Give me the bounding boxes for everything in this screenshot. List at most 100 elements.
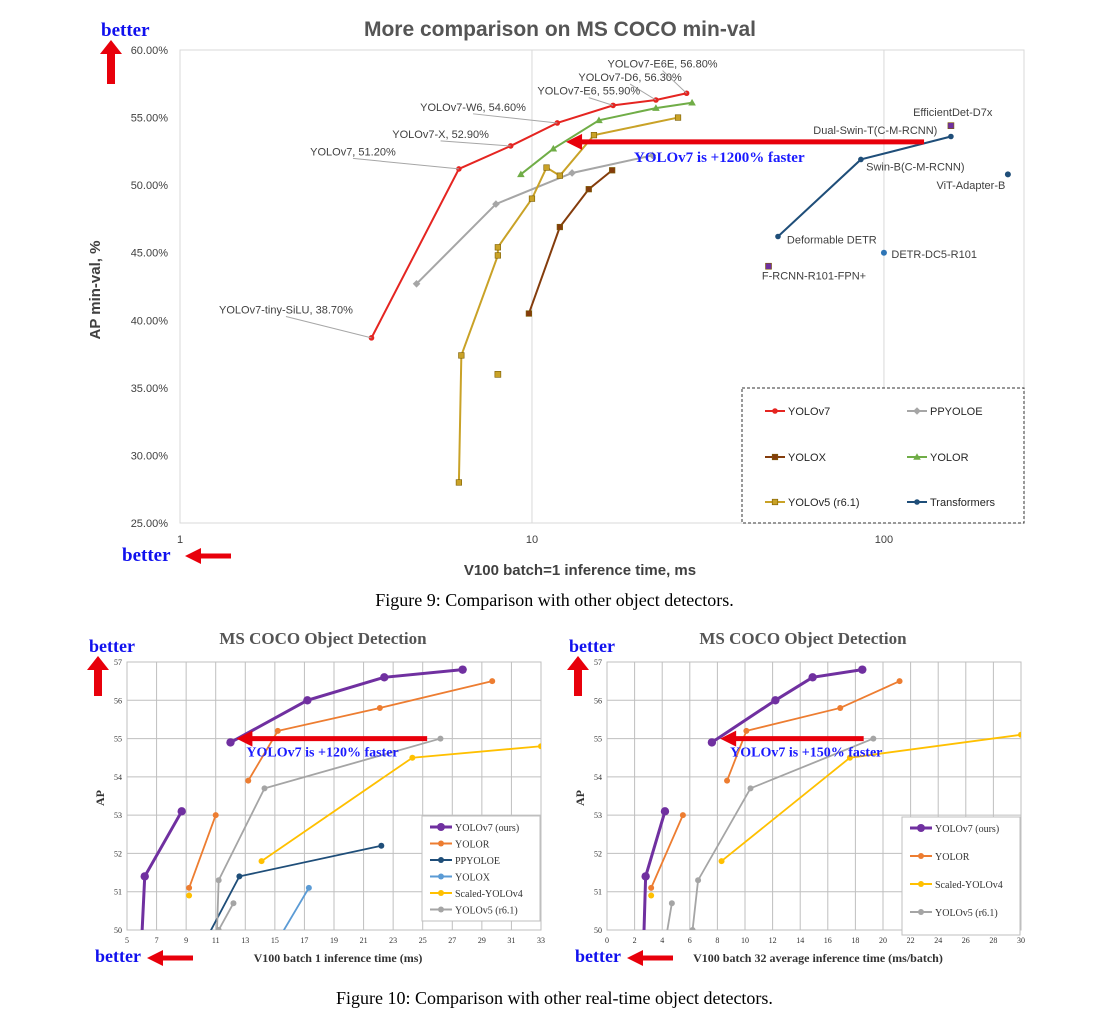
data-point xyxy=(846,754,853,761)
series-line xyxy=(217,902,235,930)
data-point xyxy=(688,98,696,106)
legend-marker xyxy=(437,823,445,831)
data-point xyxy=(274,727,281,734)
y-tick-label: 53 xyxy=(594,811,602,820)
annotation-label: F-RCNN-R101-FPN+ xyxy=(762,271,866,283)
series-ppyoloe xyxy=(412,151,657,288)
data-point xyxy=(186,892,193,899)
x-tick-label: 0 xyxy=(605,936,609,945)
legend: YOLOv7 (ours) YOLOR PPYOLOE YOLOX Scaled-YOL… xyxy=(421,815,541,922)
y-tick-label: 51 xyxy=(594,888,602,897)
data-point xyxy=(808,673,817,682)
x-tick-label: 27 xyxy=(448,936,456,945)
x-tick-label: 14 xyxy=(796,936,804,945)
series-line xyxy=(457,116,679,483)
figure-10-caption: Figure 10: Comparison with other real-ti… xyxy=(336,988,773,1008)
data-point xyxy=(140,872,149,881)
chart-title: More comparison on MS COCO min-val xyxy=(364,18,756,41)
chart-title: MS COCO Object Detection xyxy=(699,629,907,648)
data-point xyxy=(437,735,444,742)
series-yolor xyxy=(186,812,219,891)
series-scaled-yolov4 xyxy=(186,892,193,899)
data-point xyxy=(492,200,500,208)
series-segment-0 xyxy=(707,665,867,747)
legend-marker xyxy=(438,890,444,896)
y-tick-label: 54 xyxy=(114,773,122,782)
x-tick-label: 7 xyxy=(155,936,159,945)
data-point xyxy=(378,842,385,849)
data-point xyxy=(652,104,660,111)
data-point xyxy=(303,696,312,705)
x-tick-label: 6 xyxy=(688,936,692,945)
data-point xyxy=(648,151,657,160)
legend-marker xyxy=(772,408,778,414)
data-point xyxy=(376,704,383,711)
legend-marker xyxy=(918,853,924,859)
annotation-label: Swin-B(C-M-RCNN) xyxy=(866,161,964,173)
x-tick-label: 11 xyxy=(212,936,220,945)
legend-marker xyxy=(914,499,920,505)
data-point xyxy=(525,310,532,317)
data-point xyxy=(648,892,655,899)
y-axis-label: AP xyxy=(93,790,107,806)
series-line xyxy=(726,680,900,782)
y-tick-label: 55 xyxy=(114,735,122,744)
legend-box xyxy=(421,815,541,922)
x-tick-label: 10 xyxy=(526,534,538,546)
series-segment-3 xyxy=(689,735,877,930)
annotation-leader xyxy=(285,316,372,339)
annotation-leader xyxy=(472,113,558,124)
annotation-leader xyxy=(629,83,657,101)
data-point xyxy=(743,727,750,734)
data-point xyxy=(1004,171,1011,178)
data-point xyxy=(258,858,265,865)
series-yolor xyxy=(648,812,686,891)
data-point xyxy=(556,223,563,231)
data-point xyxy=(198,946,204,952)
x-tick-label: 8 xyxy=(715,936,719,945)
speedup-arrow xyxy=(236,730,428,747)
x-tick-label: 31 xyxy=(507,936,515,945)
annotation-leader xyxy=(662,70,687,94)
x-tick-label: 2 xyxy=(633,936,637,945)
x-tick-label: 24 xyxy=(934,936,942,945)
x-tick-label: 13 xyxy=(241,936,249,945)
better-arrow-left xyxy=(147,950,193,966)
series-line xyxy=(711,668,863,744)
y-tick-label: 45.00% xyxy=(131,248,169,260)
legend-label: PPYOLOE xyxy=(930,406,983,418)
speedup-arrow xyxy=(720,730,864,747)
legend-label: YOLOv7 (ours) xyxy=(935,824,999,835)
series-yolov7-ours- xyxy=(641,807,670,930)
series-segment-1 xyxy=(724,678,903,784)
series-yolov5-r6-1- xyxy=(215,735,444,930)
data-point xyxy=(458,665,467,674)
better-arrow-up-head xyxy=(567,656,589,670)
better-label-left: better xyxy=(122,545,171,566)
x-tick-label: 21 xyxy=(360,936,368,945)
data-point xyxy=(236,873,243,880)
legend-marker xyxy=(438,857,444,863)
y-tick-label: 56 xyxy=(114,696,122,705)
x-tick-label: 12 xyxy=(769,936,777,945)
data-point xyxy=(689,927,696,930)
series-segment-1 xyxy=(245,678,496,784)
data-point xyxy=(517,170,525,178)
better-arrow-left-head xyxy=(627,950,643,966)
annotation-label: Deformable DETR xyxy=(787,234,877,246)
y-tick-label: 56 xyxy=(594,696,602,705)
better-arrow-left xyxy=(627,950,673,966)
series-line xyxy=(188,814,217,889)
figure-10-chart-batch1: 5 7 9 11 13 15 17 19 21 23 25 27 29 31 335051525354555… xyxy=(87,629,545,966)
annotation-label: YOLOv7, 51.20% xyxy=(310,146,396,158)
x-tick-label: 4 xyxy=(660,936,664,945)
y-axis-label: AP xyxy=(573,790,587,806)
annotation-label: ViT-Adapter-B xyxy=(936,180,1005,192)
legend-label: YOLOX xyxy=(788,452,827,464)
figure-9-caption: Figure 9: Comparison with other object d… xyxy=(375,590,734,610)
series-yolov7-ours- xyxy=(140,807,186,930)
better-arrow-up-head xyxy=(87,656,109,670)
data-point xyxy=(230,900,237,907)
data-point xyxy=(226,738,235,747)
annotation-label: YOLOv7-D6, 56.30% xyxy=(578,72,682,84)
